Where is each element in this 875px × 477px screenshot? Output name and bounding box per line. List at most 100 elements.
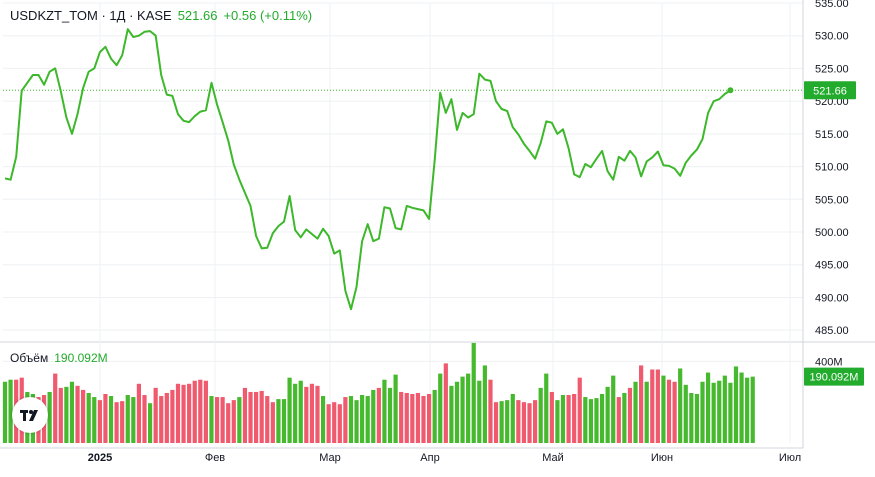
volume-bar [69,381,75,443]
volume-bar [700,381,705,443]
volume-bar [583,397,588,443]
volume-bar [254,391,259,443]
volume-bar [499,401,504,443]
volume-bar [599,394,605,443]
symbol-title[interactable]: USDKZT_TOM · 1Д · KASE [10,8,172,23]
volume-bar [627,387,633,443]
volume-bar [555,400,560,443]
last-price-badge [804,81,856,100]
volume-bar [371,389,376,443]
price-tick-label: 525.00 [815,63,849,75]
price-tick-label: 495.00 [815,260,849,272]
time-tick-label: Июл [779,452,801,464]
volume-bar [103,394,108,443]
volume-bar [432,389,437,443]
volume-bar [387,387,393,443]
volume-bar [460,376,465,443]
price-tick-label: 505.00 [815,194,849,206]
volume-bar [315,385,320,443]
last-price-badge-label: 521.66 [813,85,847,97]
volume-bar [58,387,63,443]
volume-bar [293,383,298,443]
volume-bar [354,400,359,443]
time-tick-label: Апр [420,452,439,464]
volume-bar [745,377,750,443]
price-tick-label: 530.00 [815,31,849,43]
volume-bar [639,365,644,443]
volume-bar [237,397,242,443]
volume-bar [750,376,755,443]
volume-bar [187,383,192,443]
volume-bar [320,396,326,443]
volume-bar [689,392,694,443]
volume-bar [594,398,599,443]
volume-bar [287,377,292,443]
volume-bar [399,391,404,443]
volume-bar [270,402,275,443]
volume-bars [2,342,755,443]
volume-bar [572,394,577,443]
volume-bar [92,397,97,443]
time-tick-label: Фев [205,452,225,464]
volume-bar [175,383,181,443]
volume-value: 190.092M [54,351,108,365]
volume-bar [449,385,454,443]
volume-bar [711,382,716,443]
volume-bar [276,399,281,443]
volume-bar [248,391,253,443]
volume-bar [544,373,549,443]
volume-bar [488,379,493,443]
time-tick-label: Июн [651,452,673,464]
volume-bar [527,403,532,443]
volume-bar [332,402,337,443]
volume-bar [108,396,114,443]
volume-bar [510,394,515,443]
price-tick-label: 535.00 [815,0,849,10]
volume-bar [477,380,482,443]
volume-bar [717,380,722,443]
volume-bar [393,374,398,443]
volume-bar [666,379,672,443]
volume-bar [337,404,342,443]
volume-bar [304,386,309,443]
volume-bar [192,380,197,443]
volume-bar [203,380,208,443]
volume-bar [64,386,69,443]
volume-bar [566,395,571,443]
volume-bar [147,403,153,443]
volume-bar [131,397,136,443]
volume-bar [426,394,432,443]
volume-bar [454,381,460,443]
volume-bar [226,403,231,443]
tradingview-logo-icon[interactable] [12,397,48,433]
volume-legend[interactable]: Объём 190.092M [10,351,108,365]
volume-bar [661,375,666,443]
volume-bar [97,400,102,443]
volume-bar [611,375,616,443]
volume-bar [421,396,426,443]
volume-bar [81,389,86,443]
volume-bar [242,387,248,443]
time-tick-label: Мар [319,452,341,464]
price-change-value: +0.56 (+0.11%) [223,8,313,23]
volume-bar [120,401,125,443]
volume-bar [86,392,91,443]
volume-bar [560,395,566,443]
volume-bar [298,380,303,443]
symbol-legend[interactable]: USDKZT_TOM · 1Д · KASE 521.66 +0.56 (+0.11… [10,8,312,23]
volume-bar [159,396,164,443]
last-volume-badge-label: 190.092M [810,372,859,384]
volume-label: Объём [10,351,49,365]
volume-bar [365,396,370,443]
time-scale[interactable]: 2025 Фев Мар Апр Май Июн Июл [0,447,803,464]
price-scale[interactable]: 485.00 490.00 495.00 500.00 505.00 510.00 515.… [802,0,849,448]
volume-bar [220,397,225,443]
price-line [4,28,731,311]
volume-bar [733,366,739,443]
volume-bar [722,375,727,443]
price-tick-label: 510.00 [815,162,849,174]
volume-bar [739,372,744,443]
volume-bar [404,392,409,443]
volume-bar [683,384,688,443]
